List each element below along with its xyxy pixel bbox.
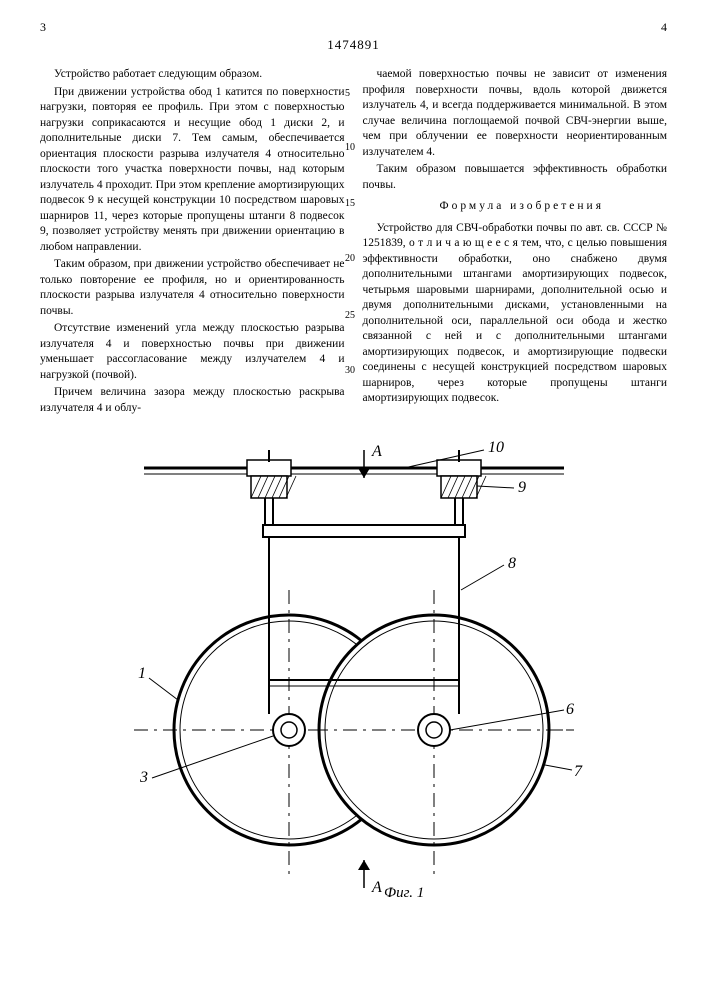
line-number: 10 (345, 142, 355, 153)
line-number: 25 (345, 310, 355, 321)
svg-text:7: 7 (574, 763, 583, 780)
svg-text:Фиг. 1: Фиг. 1 (384, 885, 424, 900)
right-column: чаемой поверхностью почвы не зависит от … (363, 67, 668, 418)
svg-text:6: 6 (566, 701, 574, 718)
para: Устройство для СВЧ-обработки почвы по ав… (363, 221, 668, 407)
svg-text:1: 1 (138, 665, 146, 682)
line-number: 20 (345, 253, 355, 264)
line-number: 30 (345, 365, 355, 376)
para: При движении устройства обод 1 катится п… (40, 85, 345, 256)
svg-text:10: 10 (488, 439, 504, 456)
para: Причем величина зазора между плоскостью … (40, 385, 345, 416)
para: Таким образом повышается эффективность о… (363, 162, 668, 193)
para: Устройство работает следующим образом. (40, 67, 345, 83)
line-number: 15 (345, 198, 355, 209)
svg-text:A: A (371, 879, 382, 896)
svg-text:A: A (371, 443, 382, 460)
page-num-left: 3 (40, 20, 46, 35)
line-number: 5 (345, 88, 350, 99)
para: Таким образом, при движении устройство о… (40, 257, 345, 319)
svg-text:3: 3 (139, 769, 148, 786)
patent-number: 1474891 (40, 37, 667, 53)
figure-1: 10986713AAФиг. 1 (40, 430, 667, 900)
svg-text:8: 8 (508, 555, 516, 572)
svg-text:9: 9 (518, 479, 526, 496)
left-column: Устройство работает следующим образом. П… (40, 67, 345, 418)
formula-title: Формула изобретения (363, 199, 668, 215)
para: чаемой поверхностью почвы не зависит от … (363, 67, 668, 160)
page-num-right: 4 (661, 20, 667, 35)
figure-svg: 10986713AAФиг. 1 (104, 430, 604, 900)
para: Отсутствие изменений угла между плоскост… (40, 321, 345, 383)
